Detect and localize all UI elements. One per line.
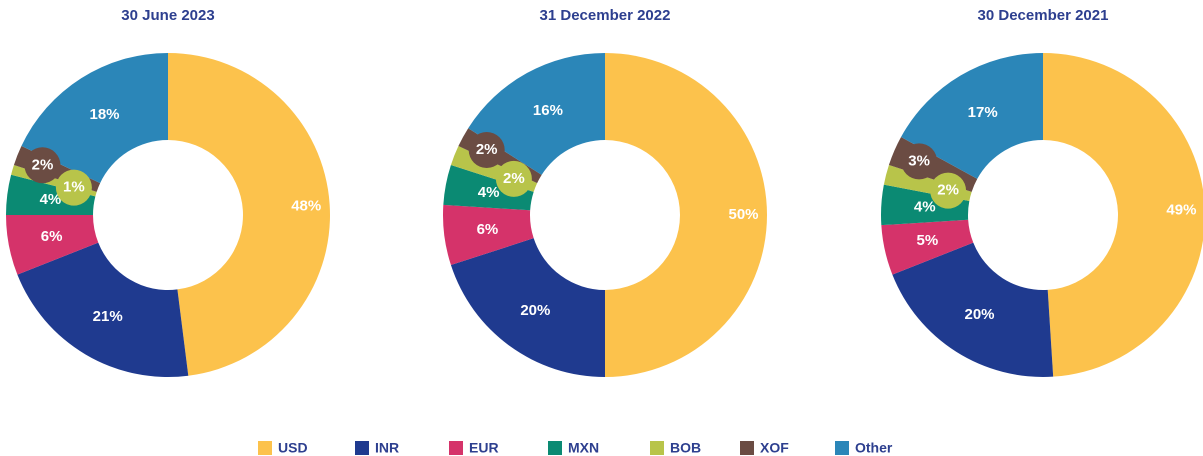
data-label: 2% <box>503 170 525 187</box>
donut-segment <box>443 164 534 211</box>
legend-swatch <box>449 441 463 455</box>
legend-label: Other <box>855 440 893 456</box>
data-label: 5% <box>917 232 939 249</box>
chart-title: 30 December 2021 <box>978 7 1109 24</box>
data-label: 20% <box>964 306 994 323</box>
data-label: 2% <box>476 141 498 158</box>
data-label: 4% <box>914 199 936 216</box>
label-bubble <box>55 169 92 206</box>
data-label: 1% <box>63 179 85 196</box>
donut-segment <box>605 53 767 377</box>
legend-swatch <box>258 441 272 455</box>
donut-segment <box>21 53 169 184</box>
donut-segment <box>6 215 99 275</box>
label-bubble <box>495 160 532 197</box>
chart-title: 30 June 2023 <box>121 7 214 24</box>
donut <box>6 53 331 378</box>
legend-swatch <box>835 441 849 455</box>
data-label: 50% <box>728 206 758 223</box>
label-bubble <box>468 131 505 168</box>
donut-segment <box>17 242 189 378</box>
label-bubble <box>24 147 61 184</box>
data-label: 6% <box>477 221 499 238</box>
donut-segment <box>892 242 1054 377</box>
donut-segment <box>1043 53 1203 377</box>
donut-segment <box>450 238 605 377</box>
data-label: 3% <box>908 152 930 169</box>
donut-segment <box>901 53 1043 179</box>
data-label: 4% <box>40 191 62 208</box>
data-label: 21% <box>93 308 123 325</box>
legend-swatch <box>355 441 369 455</box>
legend-swatch <box>548 441 562 455</box>
data-label: 49% <box>1166 202 1196 219</box>
legend-swatch <box>740 441 754 455</box>
data-label: 6% <box>41 228 63 245</box>
donut-segment <box>881 219 974 275</box>
data-label: 2% <box>937 182 959 199</box>
chart-title: 31 December 2022 <box>540 7 671 24</box>
legend-label: MXN <box>568 440 599 456</box>
legend-label: XOF <box>760 440 789 456</box>
donut-segment <box>443 204 534 266</box>
data-label: 2% <box>32 156 54 173</box>
legend-label: USD <box>278 440 308 456</box>
label-bubble <box>930 172 967 209</box>
data-label: 4% <box>478 184 500 201</box>
legend-label: EUR <box>469 440 499 456</box>
data-label: 20% <box>520 302 550 319</box>
legend-label: INR <box>375 440 399 456</box>
legend-label: BOB <box>670 440 701 456</box>
data-label: 18% <box>89 106 119 123</box>
donut-segment <box>880 184 970 226</box>
data-label: 48% <box>291 197 321 214</box>
donut <box>443 53 767 377</box>
legend-swatch <box>650 441 664 455</box>
data-label: 16% <box>533 102 563 119</box>
data-label: 17% <box>968 104 998 121</box>
donut-segment <box>168 53 331 376</box>
label-bubble <box>901 143 938 180</box>
